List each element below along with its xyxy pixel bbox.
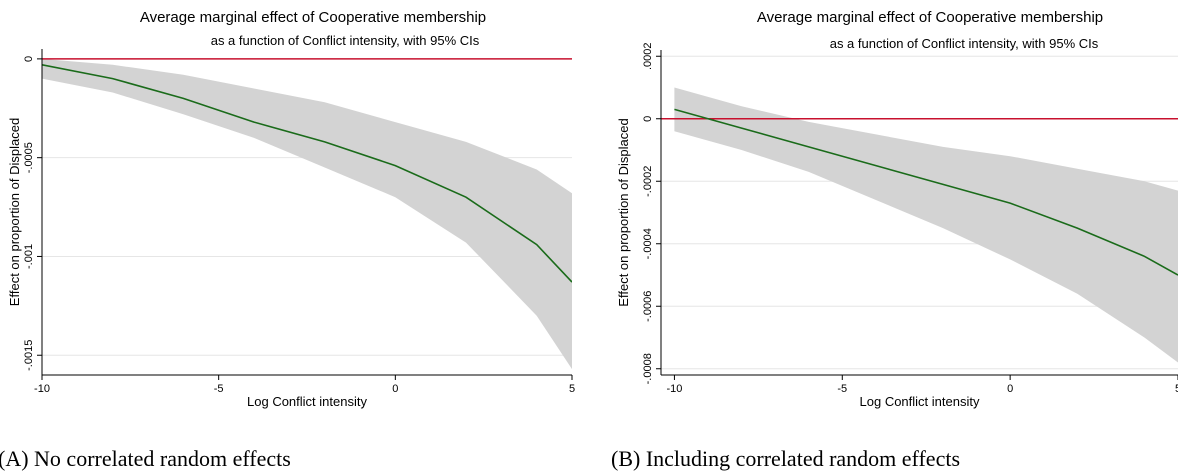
ci-band (42, 58, 572, 370)
effect-line-0 (42, 64, 572, 283)
x-tick-label-0: -10 (666, 383, 682, 395)
panel-caption: (A) No correlated random effects (0, 446, 291, 471)
x-tick-label-1: -5 (214, 383, 224, 395)
y-tick-label-2: -.0002 (642, 166, 654, 197)
panel-caption: (B) Including correlated random effects (611, 446, 960, 471)
x-tick-label-3: 5 (569, 383, 575, 395)
x-axis-label: Log Conflict intensity (860, 394, 980, 409)
y-tick-label-3: -.0004 (642, 228, 654, 259)
y-tick-label-1: -.0005 (23, 142, 35, 173)
x-tick-label-1: -5 (837, 383, 847, 395)
x-tick-label-0: -10 (34, 383, 50, 395)
y-tick-label-5: -.0008 (642, 353, 654, 384)
y-tick-label-4: -.0006 (642, 291, 654, 322)
chart-title: Average marginal effect of Cooperative m… (757, 9, 1103, 26)
y-tick-label-1: 0 (642, 116, 654, 122)
ci-band (674, 87, 1178, 363)
x-tick-label-2: 0 (1007, 383, 1013, 395)
y-tick-label-0: .0002 (642, 42, 654, 70)
y-tick-label-0: 0 (23, 56, 35, 62)
chart-panel-a: 0 -.0005 -.001 -.0015 -10 -5 0 5 Average margina… (0, 9, 575, 471)
chart-title: Average marginal effect of Cooperative m… (140, 9, 486, 26)
y-tick-label-3: -.0015 (23, 340, 35, 371)
chart-subtitle: as a function of Conflict intensity, wit… (211, 33, 480, 48)
effect-line-0 (674, 108, 1178, 276)
y-axis-label: Effect on proportion of Displaced (7, 118, 22, 306)
x-tick-label-3: 5 (1175, 383, 1178, 395)
chart-subtitle: as a function of Conflict intensity, wit… (830, 36, 1099, 51)
chart-panel-b: .0002 0 -.0002 -.0004 -.0006 -.0008 -10 -5 0 5 Ave… (611, 9, 1178, 471)
y-tick-label-2: -.001 (23, 244, 35, 269)
x-tick-label-2: 0 (392, 383, 398, 395)
y-axis-label: Effect on proportion of Displaced (616, 118, 631, 306)
x-axis-label: Log Conflict intensity (247, 394, 367, 409)
